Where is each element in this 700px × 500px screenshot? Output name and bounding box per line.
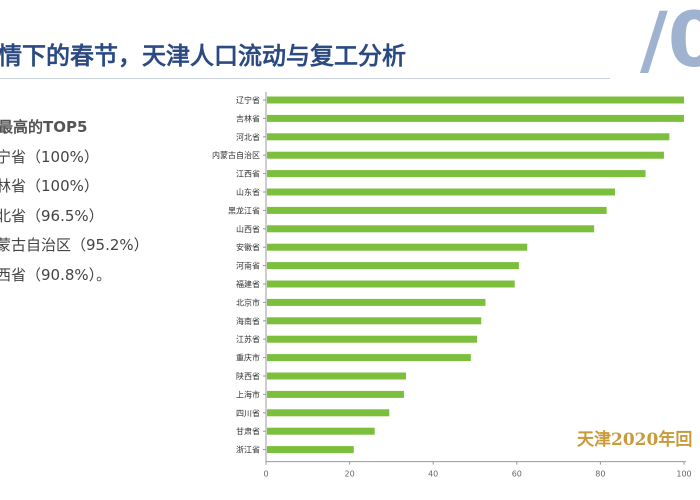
x-tick-label: 20 [345, 470, 355, 479]
top5-heading: 最高的TOP5 [0, 118, 88, 136]
category-label: 江苏省 [236, 334, 260, 344]
title-divider [0, 78, 610, 79]
top5-item: 宁省（100%） [0, 148, 99, 166]
category-label: 上海市 [236, 389, 260, 399]
bar [267, 317, 482, 325]
bar [267, 372, 407, 380]
top5-panel: 最高的TOP5 宁省（100%） 林省（100%） 北省（96.5%） 蒙古自治… [0, 0, 200, 300]
bar [267, 446, 354, 454]
category-label: 吉林省 [236, 113, 260, 123]
top5-item: 蒙古自治区（95.2%） [0, 236, 149, 254]
bar [267, 427, 375, 435]
category-label: 河南省 [236, 261, 260, 271]
bar [267, 151, 664, 159]
bar [267, 354, 471, 362]
category-label: 安徽省 [236, 242, 260, 252]
bar [267, 133, 670, 141]
category-label: 内蒙古自治区 [212, 150, 260, 160]
x-tick-label: 60 [512, 470, 522, 479]
bar [267, 114, 684, 122]
bar [267, 188, 616, 196]
category-label: 北京市 [236, 297, 260, 307]
bar [267, 170, 646, 178]
category-label: 山东省 [236, 187, 260, 197]
bar [267, 206, 607, 214]
x-tick-label: 0 [263, 470, 268, 479]
category-label: 江西省 [236, 169, 260, 179]
bar [267, 280, 515, 288]
bar [267, 390, 404, 398]
category-label: 山西省 [236, 224, 260, 234]
category-label: 海南省 [236, 316, 260, 326]
top5-item: 林省（100%） [0, 177, 99, 195]
category-label: 四川省 [236, 408, 260, 418]
bar [267, 96, 684, 104]
category-label: 河北省 [236, 132, 260, 142]
bar [267, 225, 595, 233]
bar [267, 409, 390, 417]
top5-item: 西省（90.8%）。 [0, 266, 112, 284]
bar [267, 243, 528, 251]
watermark: 天津2020年回 [577, 430, 693, 450]
decorative-mark: /0 [640, 0, 700, 84]
x-tick-label: 40 [428, 470, 438, 479]
x-tick-label: 80 [595, 470, 605, 479]
x-tick-label: 100 [676, 470, 691, 479]
page-title: 情下的春节，天津人口流动与复工分析 [0, 42, 406, 70]
category-label: 黑龙江省 [228, 205, 260, 215]
bar [267, 262, 519, 270]
bar [267, 298, 486, 306]
category-label: 浙江省 [236, 445, 260, 455]
category-label: 陕西省 [236, 371, 260, 381]
bar [267, 335, 478, 343]
category-label: 福建省 [236, 279, 260, 289]
top5-item: 北省（96.5%） [0, 207, 104, 225]
category-label: 辽宁省 [236, 95, 260, 105]
category-label: 甘肃省 [236, 426, 260, 436]
category-label: 重庆市 [236, 353, 260, 363]
